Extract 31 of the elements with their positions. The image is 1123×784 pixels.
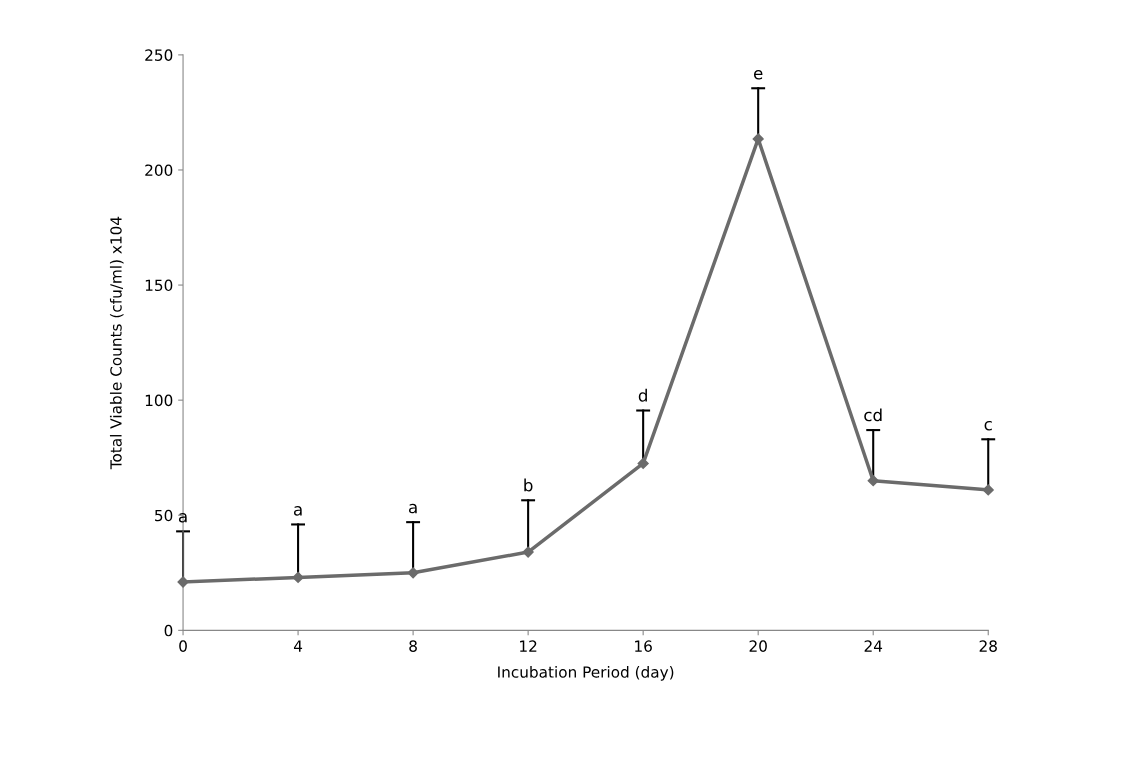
annotation: e xyxy=(753,69,763,80)
x-tick-label: 0 xyxy=(179,640,187,652)
y-tick-label: 50 xyxy=(155,509,173,522)
y-tick-label: 200 xyxy=(145,164,173,176)
point xyxy=(637,457,649,470)
annotation: a xyxy=(178,513,187,523)
annotation: d xyxy=(638,388,647,402)
point xyxy=(522,546,534,558)
annotation: a xyxy=(409,503,417,514)
y-tick-label: 250 xyxy=(145,49,173,61)
annotation: cd xyxy=(864,408,882,422)
point xyxy=(407,567,419,579)
x-tick-label: 20 xyxy=(749,640,767,652)
y-tick-label: 0 xyxy=(164,624,173,637)
y-axis-title: Total Viable Counts (cfu/ml) x104 xyxy=(109,216,124,470)
point xyxy=(752,133,764,145)
annotation: c xyxy=(984,420,992,431)
y-tick-label: 150 xyxy=(145,279,173,292)
point xyxy=(867,475,879,487)
x-tick-label: 4 xyxy=(293,640,303,652)
x-tick-label: 16 xyxy=(635,640,652,652)
x-tick-label: 8 xyxy=(409,640,417,652)
y-tick-label: 100 xyxy=(145,394,173,407)
point xyxy=(982,484,994,496)
annotation: a xyxy=(293,506,302,516)
point xyxy=(292,571,304,583)
x-tick-label: 12 xyxy=(520,640,537,652)
annotation: b xyxy=(524,478,533,492)
x-axis-title: Incubation Period (day) xyxy=(498,665,674,681)
x-tick-label: 28 xyxy=(979,640,997,652)
x-tick-label: 24 xyxy=(864,640,883,652)
